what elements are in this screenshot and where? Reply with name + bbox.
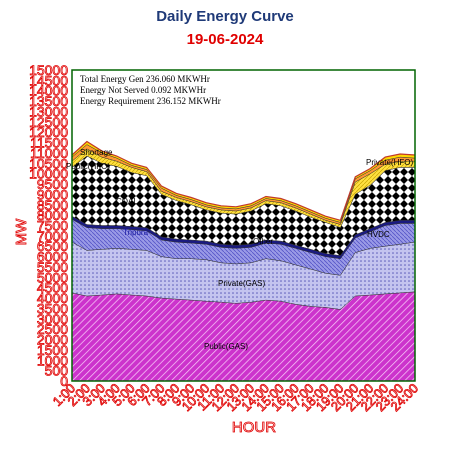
info-requirement: Energy Requirement 236.152 MKWHr — [80, 96, 221, 106]
y-tick-label: 7000 — [37, 228, 68, 244]
y-tick-label: 500 — [45, 363, 69, 379]
label-public-hfo: Public(HFO) — [66, 162, 110, 171]
label-other: Other — [253, 237, 273, 246]
y-tick-label: 1000 — [37, 352, 68, 368]
label-tripura: Tripura — [123, 228, 149, 237]
y-tick-label: 3000 — [37, 311, 68, 327]
chart-title: Daily Energy Curve — [156, 8, 294, 25]
label-private-hfo: Private(HFO) — [366, 158, 413, 167]
demand-envelope-line — [71, 140, 416, 222]
info-total-gen: Total Energy Gen 236.060 MKWHr — [80, 74, 210, 84]
y-tick-label: 8500 — [37, 197, 68, 213]
y-tick-label: 14000 — [29, 83, 68, 99]
y-tick-label: 6500 — [37, 238, 68, 254]
y-tick-label: 12000 — [29, 124, 68, 140]
y-tick-label: 8000 — [37, 207, 68, 223]
y-tick-label: 10000 — [29, 166, 68, 182]
label-shortage: Shortage — [80, 148, 113, 157]
y-tick-label: 12500 — [29, 114, 68, 130]
y-tick-label: 9000 — [37, 186, 68, 202]
plot-border — [71, 69, 416, 382]
label-public-gas: Public(GAS) — [204, 342, 248, 351]
y-tick-label: 4500 — [37, 280, 68, 296]
y-tick-label: 0 — [60, 373, 68, 389]
y-tick-label: 2000 — [37, 332, 68, 348]
y-tick-label: 11500 — [30, 135, 68, 151]
y-tick-label: 6000 — [37, 249, 68, 265]
y-tick-label: 11000 — [30, 145, 68, 161]
y-tick-label: 7500 — [37, 218, 68, 234]
label-hvdc: HVDC — [367, 230, 390, 239]
chart-date: 19-06-2024 — [186, 31, 264, 48]
y-axis-label: MW — [13, 218, 30, 245]
y-tick-label: 4000 — [37, 290, 68, 306]
label-coal: COAL — [116, 197, 138, 206]
y-tick-label: 5500 — [37, 259, 68, 275]
y-tick-label: 13500 — [29, 93, 68, 109]
y-tick-label: 10500 — [29, 155, 68, 171]
y-tick-label: 14500 — [29, 72, 68, 88]
y-tick-label: 13000 — [29, 103, 68, 119]
y-tick-label: 1500 — [37, 342, 68, 358]
y-tick-label: 3500 — [37, 300, 68, 316]
area-public-gas — [71, 291, 416, 382]
info-not-served: Energy Not Served 0.092 MKWHr — [80, 85, 206, 95]
y-tick-label: 5000 — [37, 269, 68, 285]
label-private-gas: Private(GAS) — [218, 279, 265, 288]
x-axis-label: HOUR — [232, 419, 276, 436]
y-tick-label: 9500 — [37, 176, 68, 192]
y-tick-label: 15000 — [29, 62, 68, 78]
y-tick-label: 2500 — [37, 321, 68, 337]
